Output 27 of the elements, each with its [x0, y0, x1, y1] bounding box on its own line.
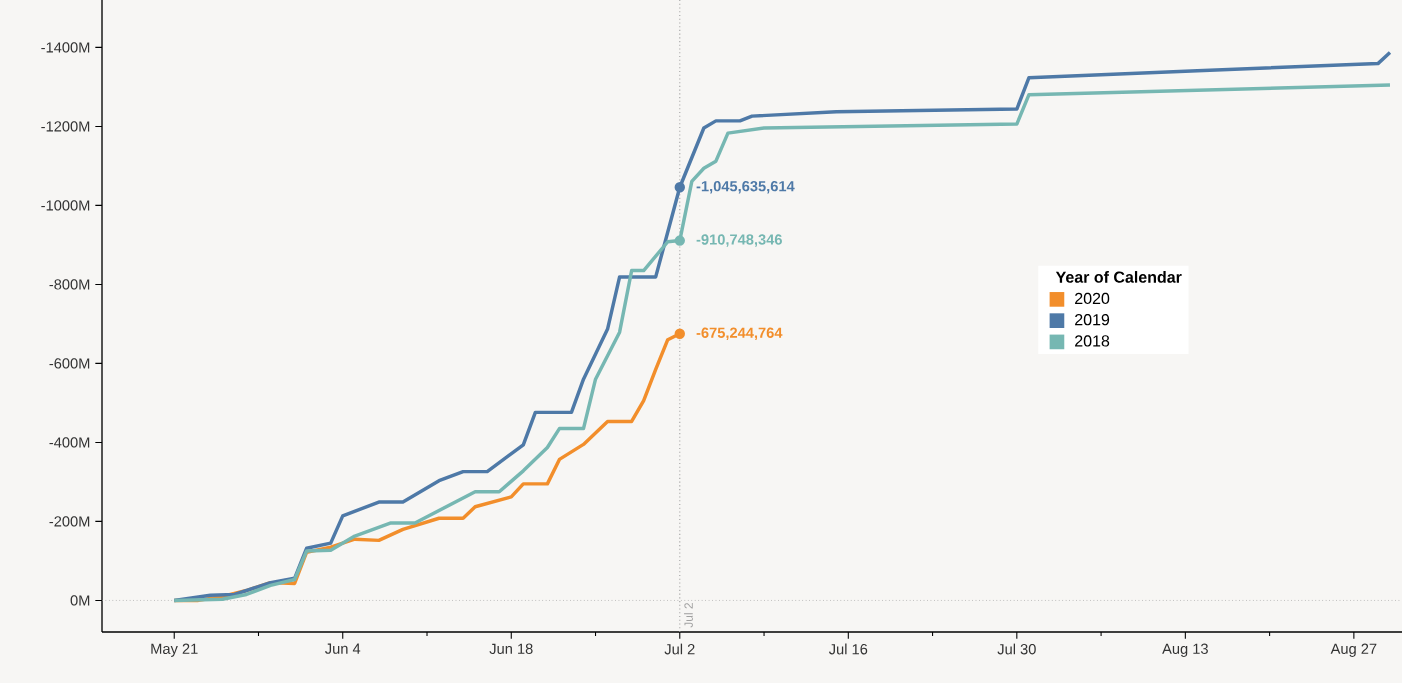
x-tick-label: Jul 16 — [828, 643, 868, 655]
annotation: -1,045,635,614 — [696, 181, 795, 194]
ref-line-label: Jul 2 — [684, 603, 693, 628]
y-tick-label: -1400M — [41, 42, 90, 53]
y-tick-label: -400M — [49, 437, 90, 448]
x-tick-label: Jul 30 — [997, 643, 1036, 655]
point — [674, 328, 685, 339]
x-tick-label: May 21 — [151, 643, 198, 657]
legend-label: 2018 — [1075, 335, 1110, 347]
y-tick-label: 0M — [70, 595, 90, 606]
y-tick-label: -600M — [49, 358, 90, 369]
x-tick-label: Jul 2 — [664, 643, 695, 655]
x-tick-label: Jun 4 — [325, 643, 361, 654]
x-tick-label: Aug 27 — [1330, 643, 1377, 657]
legend-title: Year of Calendar — [1055, 271, 1182, 283]
y-tick-label: -1200M — [41, 121, 90, 132]
y-tick-label: -800M — [49, 279, 90, 290]
point — [674, 235, 685, 246]
annotation: -675,244,764 — [696, 327, 783, 341]
annotation: -910,748,346 — [696, 234, 782, 247]
y-tick-label: -1000M — [41, 200, 90, 211]
x-tick-label: Aug 13 — [1162, 643, 1208, 657]
legend-label: 2019 — [1075, 314, 1110, 326]
y-tick-label: -200M — [49, 516, 90, 527]
point — [674, 182, 685, 193]
legend-label: 2020 — [1075, 292, 1110, 305]
x-tick-label: Jun 18 — [489, 643, 533, 654]
